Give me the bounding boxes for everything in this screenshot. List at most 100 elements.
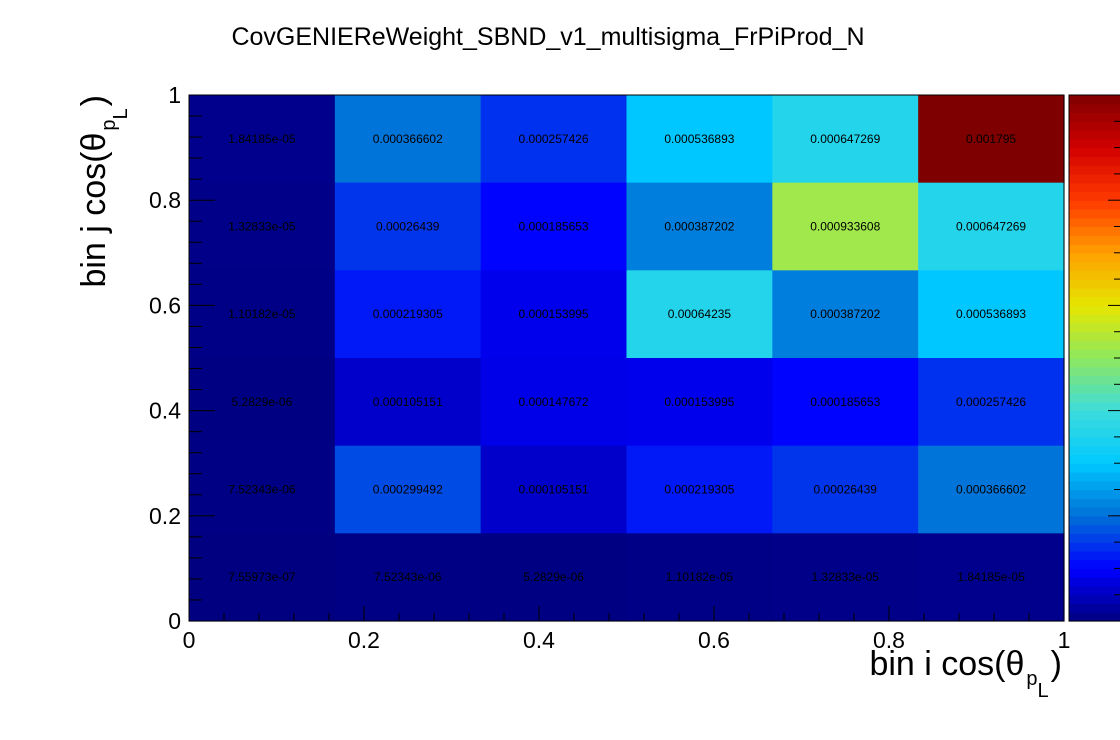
plot-frame (188, 94, 1065, 622)
colorbar-segment (1069, 138, 1120, 149)
colorbar-segment (1069, 103, 1120, 114)
color-scale-bar (1068, 94, 1120, 622)
heatmap-cell (189, 358, 336, 447)
colorbar-segment (1069, 314, 1120, 324)
heatmap-cell (918, 270, 1065, 359)
colorbar-segment (1069, 471, 1120, 482)
heatmap-cell (918, 533, 1065, 622)
x-tick-label: 0.8 (873, 627, 905, 653)
colorbar-segment (1069, 191, 1120, 201)
x-tick-label: 0.2 (348, 627, 380, 653)
cell-value-label: 0.000536893 (956, 307, 1026, 321)
cell-value-label: 1.84185e-05 (957, 570, 1025, 584)
cell-value-label: 0.000387202 (664, 220, 734, 234)
cell-value-label: 0.000219305 (373, 307, 443, 321)
heatmap-cell (189, 445, 336, 534)
colorbar-segment (1069, 533, 1120, 543)
colorbar-segment (1069, 244, 1120, 254)
heatmap-cells (189, 95, 1065, 622)
colorbar-segment (1069, 384, 1120, 394)
colorbar-segment (1069, 542, 1120, 552)
cell-value-label: 0.00064235 (668, 307, 732, 321)
heatmap-cell (480, 182, 628, 271)
heatmap-cell (626, 182, 773, 271)
y-tick-label: 0.2 (149, 503, 181, 529)
heatmap-cell (918, 182, 1065, 271)
heatmap-cell (480, 270, 628, 359)
heatmap-cell (918, 358, 1065, 447)
colorbar-segment (1069, 226, 1120, 236)
cell-value-label: 0.000219305 (664, 483, 734, 497)
y-tick-label: 1 (168, 82, 181, 108)
cell-value-label: 0.000257426 (519, 132, 589, 146)
colorbar-segment (1069, 454, 1120, 464)
colorbar-segment (1069, 217, 1120, 228)
colorbar-segment (1069, 200, 1120, 210)
cell-value-label: 1.10182e-05 (666, 570, 734, 584)
colorbar-segment (1069, 270, 1120, 280)
cell-value-label: 5.2829e-06 (523, 570, 584, 584)
colorbar-segment (1069, 121, 1120, 131)
heatmap-cell (334, 95, 482, 184)
y-axis-ticks: 0 0.2 0.4 0.6 0.8 1 (149, 82, 215, 634)
heatmap-cell (334, 270, 482, 359)
heatmap-cell (772, 182, 919, 271)
heatmap-cell (480, 95, 628, 184)
cell-value-label: 7.52343e-06 (228, 483, 296, 497)
heatmap-cell (480, 358, 628, 447)
colorbar-segment (1069, 410, 1120, 420)
cell-value-label: 1.10182e-05 (228, 307, 296, 321)
cell-value-label: 0.00026439 (376, 220, 440, 234)
colorbar-segment (1069, 393, 1120, 403)
colorbar-segment (1069, 340, 1120, 350)
cell-value-label: 5.2829e-06 (232, 395, 293, 409)
colorbar-segment (1069, 296, 1120, 306)
colorbar-segment (1069, 208, 1120, 219)
colorbar-segment (1069, 182, 1120, 193)
colorbar-segment (1069, 358, 1120, 368)
colorbar-segment (1069, 507, 1120, 517)
heatmap-cell (189, 270, 336, 359)
heatmap-cell (480, 445, 628, 534)
heatmap-cell (334, 533, 482, 622)
colorbar-segment (1069, 480, 1120, 491)
x-tick-label: 1 (1058, 627, 1071, 653)
cell-value-label: 1.32833e-05 (812, 570, 880, 584)
colorbar-segment (1069, 287, 1120, 298)
heatmap-cell (626, 270, 773, 359)
y-tick-label: 0 (168, 608, 181, 634)
colorbar-segment (1069, 612, 1120, 622)
heatmap-cell (334, 358, 482, 447)
colorbar-segment (1069, 95, 1120, 105)
colorbar-segment (1069, 550, 1120, 561)
colorbar-segment (1069, 279, 1120, 289)
cell-value-label: 1.32833e-05 (228, 220, 296, 234)
heatmap-cell (772, 270, 919, 359)
cell-value-label: 0.000153995 (519, 307, 589, 321)
colorbar-segment (1069, 498, 1120, 508)
heatmap-cell (626, 533, 773, 622)
cell-value-label: 0.000387202 (810, 307, 880, 321)
heatmap-cell (918, 95, 1065, 184)
cell-value-label: 0.000299492 (373, 483, 443, 497)
y-tick-label: 0.4 (149, 398, 181, 424)
heatmap-cell-labels: 1.84185e-05 0.000366602 0.000257426 0.00053… (228, 132, 1026, 584)
x-tick-label: 0.6 (698, 627, 730, 653)
colorbar-segment (1069, 463, 1120, 473)
colorbar-segment (1069, 594, 1120, 605)
colorbar-segment (1069, 375, 1120, 385)
heatmap-cell (189, 95, 336, 184)
cell-value-label: 0.000147672 (519, 395, 589, 409)
cell-value-label: 0.000647269 (810, 132, 880, 146)
colorbar-segment (1069, 112, 1120, 122)
colorbar-segment (1069, 489, 1120, 499)
heatmap-cell (189, 533, 336, 622)
cell-value-label: 0.000105151 (519, 483, 589, 497)
colorbar-segment (1069, 366, 1120, 377)
colorbar-segment (1069, 568, 1120, 578)
cell-value-label: 1.84185e-05 (228, 132, 296, 146)
x-tick-label: 0 (183, 627, 196, 653)
cell-value-label: 0.000153995 (664, 395, 734, 409)
cell-value-label: 0.000105151 (373, 395, 443, 409)
